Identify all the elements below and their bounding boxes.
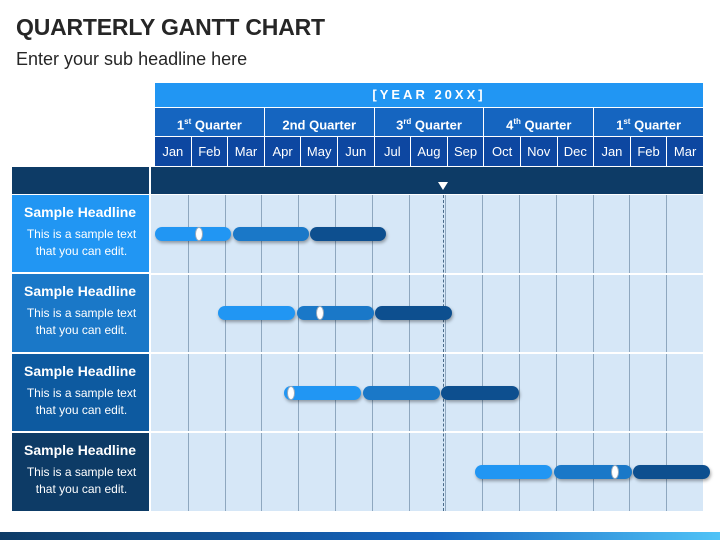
month-header: Jan: [594, 137, 631, 166]
task-label: Sample Headline This is a sample text tha…: [12, 195, 149, 272]
task-label: Sample Headline This is a sample text tha…: [12, 354, 149, 431]
milestone-marker: [286, 385, 295, 400]
month-header: Feb: [191, 137, 229, 166]
gantt-bar-segment: [283, 385, 362, 400]
gantt-bar-segment: [441, 385, 519, 400]
task-description: This is a sample text that you can edit.: [26, 386, 137, 417]
month-header: Oct: [484, 137, 521, 166]
grid-row-separator: [151, 273, 703, 275]
task-description: This is a sample text that you can edit.: [26, 227, 137, 258]
gantt-bar-segment: [375, 306, 453, 320]
task-headline: Sample Headline: [24, 204, 137, 220]
quarter-header-row: 1st Quarter 2nd Quarter 3rd Quarter 4th …: [155, 108, 703, 136]
task-description: This is a sample text that you can edit.: [26, 465, 137, 496]
milestone-marker: [316, 306, 325, 320]
page-title: QUARTERLY GANTT CHART: [16, 14, 325, 40]
task-label: Sample Headline This is a sample text tha…: [12, 274, 149, 352]
gantt-bar-segment: [632, 465, 711, 479]
task-description: This is a sample text that you can edit.: [26, 306, 137, 337]
gantt-bar-segment: [233, 226, 310, 241]
month-header: Jul: [374, 137, 412, 166]
gantt-bar-segment: [363, 385, 441, 400]
gantt-bar-segment: [554, 465, 632, 479]
gantt-grid: [151, 195, 703, 511]
timeline-header-band: [151, 167, 703, 194]
month-header: Dec: [557, 137, 595, 166]
quarter-header: 4th Quarter: [484, 108, 595, 136]
quarter-header: 2nd Quarter: [264, 108, 375, 136]
page-subtitle: Enter your sub headline here: [16, 49, 248, 69]
gantt-bar-segment: [296, 306, 375, 320]
task-label: Sample Headline This is a sample text tha…: [12, 433, 149, 511]
year-header: [YEAR 20XX]: [155, 83, 703, 107]
quarter-header: 3rd Quarter: [374, 108, 485, 136]
month-header: Feb: [630, 137, 668, 166]
month-header: Aug: [411, 137, 448, 166]
task-headline: Sample Headline: [24, 442, 137, 458]
task-headline: Sample Headline: [24, 363, 137, 379]
milestone-marker: [194, 226, 203, 241]
quarter-header: 1st Quarter: [594, 108, 703, 136]
today-line: [443, 195, 444, 511]
task-headline: Sample Headline: [24, 283, 137, 299]
milestone-marker: [610, 465, 619, 479]
gantt-bar-segment: [475, 465, 553, 479]
month-header: Jun: [337, 137, 375, 166]
month-header: Mar: [667, 137, 703, 166]
bottom-accent-strip: [0, 532, 720, 540]
quarter-header: 1st Quarter: [155, 108, 265, 136]
month-header: May: [301, 137, 338, 166]
gantt-bar-segment: [310, 226, 387, 241]
gantt-bar-segment: [155, 226, 232, 241]
task-column-header: [12, 167, 149, 194]
month-header: Nov: [520, 137, 558, 166]
grid-row-separator: [151, 352, 703, 354]
month-header-row: Jan Feb Mar Apr May Jun Jul Aug Sep Oct …: [155, 137, 703, 166]
month-header: Mar: [228, 137, 265, 166]
gantt-bar-segment: [217, 306, 295, 320]
month-header: Apr: [264, 137, 302, 166]
month-header: Sep: [447, 137, 485, 166]
today-marker-icon: [438, 182, 448, 190]
month-header: Jan: [155, 137, 192, 166]
grid-row-separator: [151, 431, 703, 433]
